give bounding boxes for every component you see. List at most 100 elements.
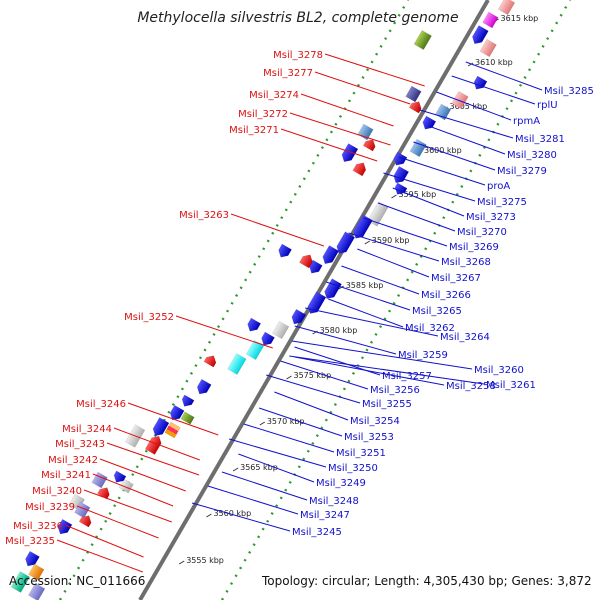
gene-label-msil-3243[interactable]: Msil_3243 [55, 439, 105, 450]
gene-label-msil-3273[interactable]: Msil_3273 [466, 212, 516, 223]
gene-label-msil-3278[interactable]: Msil_3278 [273, 50, 323, 61]
gene-feature[interactable] [470, 25, 489, 46]
gene-label-msil-3240[interactable]: Msil_3240 [32, 486, 82, 497]
gene-label-msil-3256[interactable]: Msil_3256 [370, 385, 420, 396]
gene-label-msil-3241[interactable]: Msil_3241 [41, 470, 91, 481]
gene-label-msil-3274[interactable]: Msil_3274 [249, 90, 299, 101]
gene-feature[interactable] [362, 137, 378, 152]
gene-label-msil-3245[interactable]: Msil_3245 [292, 527, 342, 538]
gene-label-msil-3261[interactable]: Msil_3261 [486, 380, 536, 391]
gene-label-msil-3280[interactable]: Msil_3280 [507, 150, 557, 161]
gene-feature[interactable] [482, 11, 499, 29]
gene-feature[interactable] [150, 417, 170, 438]
gene-label-msil-3239[interactable]: Msil_3239 [25, 502, 75, 513]
leader-line [83, 489, 172, 523]
gene-feature[interactable] [289, 308, 307, 327]
gene-label-rpma[interactable]: rpmA [513, 116, 540, 127]
gene-label-msil-3236[interactable]: Msil_3236 [13, 521, 63, 532]
gene-feature[interactable] [168, 404, 185, 423]
gene-label-msil-3252[interactable]: Msil_3252 [124, 312, 174, 323]
gene-feature[interactable] [28, 582, 46, 600]
gene-label-msil-3251[interactable]: Msil_3251 [336, 448, 386, 459]
gene-label-msil-3247[interactable]: Msil_3247 [300, 510, 350, 521]
gene-label-msil-3255[interactable]: Msil_3255 [362, 399, 412, 410]
gene-label-rplu[interactable]: rplU [537, 100, 558, 111]
leader-line [300, 93, 394, 127]
gene-feature[interactable] [405, 85, 422, 103]
gene-label-msil-3281[interactable]: Msil_3281 [515, 134, 565, 145]
gene-label-msil-3249[interactable]: Msil_3249 [316, 478, 366, 489]
gene-feature[interactable] [408, 99, 424, 114]
gene-feature[interactable] [78, 513, 94, 528]
gene-feature[interactable] [10, 571, 31, 593]
gene-label-msil-3275[interactable]: Msil_3275 [477, 197, 527, 208]
gene-feature[interactable] [413, 29, 432, 51]
gene-label-msil-3235[interactable]: Msil_3235 [5, 536, 55, 547]
gene-label-msil-3242[interactable]: Msil_3242 [48, 455, 98, 466]
gene-feature[interactable] [351, 214, 373, 241]
gene-label-msil-3272[interactable]: Msil_3272 [238, 109, 288, 120]
gene-label-msil-3267[interactable]: Msil_3267 [431, 273, 481, 284]
gene-feature[interactable] [271, 320, 290, 340]
gene-feature[interactable] [227, 353, 247, 375]
gene-feature[interactable] [245, 317, 262, 334]
gene-label-msil-3259[interactable]: Msil_3259 [398, 350, 448, 361]
gene-label-msil-3244[interactable]: Msil_3244 [62, 424, 112, 435]
gene-label-msil-3253[interactable]: Msil_3253 [344, 432, 394, 443]
gene-feature[interactable] [322, 278, 342, 302]
gene-feature[interactable] [111, 470, 127, 485]
gene-label-msil-3268[interactable]: Msil_3268 [441, 257, 491, 268]
gene-feature[interactable] [180, 411, 195, 425]
gene-label-msil-3279[interactable]: Msil_3279 [497, 166, 547, 177]
gene-feature[interactable] [118, 478, 134, 494]
gene-feature[interactable] [472, 75, 488, 92]
gene-label-msil-3264[interactable]: Msil_3264 [440, 332, 490, 343]
gene-feature[interactable] [305, 291, 327, 317]
gene-feature[interactable] [391, 165, 410, 185]
gene-label-msil-3285[interactable]: Msil_3285 [544, 86, 594, 97]
gene-label-msil-3269[interactable]: Msil_3269 [449, 242, 499, 253]
gene-label-msil-3258[interactable]: Msil_3258 [446, 381, 496, 392]
gene-label-msil-3257[interactable]: Msil_3257 [382, 371, 432, 382]
gene-label-msil-3277[interactable]: Msil_3277 [263, 68, 313, 79]
gene-label-msil-3254[interactable]: Msil_3254 [350, 416, 400, 427]
gene-label-proa[interactable]: proA [487, 181, 510, 192]
gene-feature[interactable] [420, 115, 437, 132]
gene-feature[interactable] [28, 563, 45, 581]
gene-feature[interactable] [391, 151, 408, 168]
gene-label-msil-3248[interactable]: Msil_3248 [309, 496, 359, 507]
gene-label-msil-3246[interactable]: Msil_3246 [76, 399, 126, 410]
gene-feature[interactable] [434, 103, 452, 121]
gene-feature[interactable] [164, 421, 181, 439]
gene-feature[interactable] [339, 143, 359, 164]
gene-feature[interactable] [367, 201, 389, 227]
gene-feature[interactable] [195, 378, 212, 397]
gene-feature[interactable] [245, 339, 265, 361]
gene-feature[interactable] [23, 550, 40, 569]
gene-label-msil-3271[interactable]: Msil_3271 [229, 125, 279, 136]
gene-feature[interactable] [497, 0, 516, 16]
gene-feature[interactable] [393, 182, 408, 197]
gene-feature[interactable] [144, 433, 164, 455]
gene-label-msil-3266[interactable]: Msil_3266 [421, 290, 471, 301]
gene-feature[interactable] [299, 252, 315, 269]
gene-feature[interactable] [451, 90, 469, 110]
gene-feature[interactable] [320, 245, 340, 266]
gene-label-msil-3250[interactable]: Msil_3250 [328, 463, 378, 474]
gene-label-msil-3263[interactable]: Msil_3263 [179, 210, 229, 221]
gene-label-msil-3260[interactable]: Msil_3260 [474, 365, 524, 376]
gene-feature[interactable] [55, 518, 73, 537]
gene-label-msil-3265[interactable]: Msil_3265 [412, 306, 462, 317]
gene-feature[interactable] [479, 38, 497, 58]
gene-feature[interactable] [357, 123, 374, 141]
gene-feature[interactable] [259, 331, 275, 348]
gene-label-msil-3270[interactable]: Msil_3270 [457, 227, 507, 238]
gene-label-msil-3262[interactable]: Msil_3262 [405, 323, 455, 334]
gene-feature[interactable] [334, 231, 356, 257]
gene-feature[interactable] [276, 243, 292, 260]
gene-feature[interactable] [203, 353, 219, 368]
gene-feature[interactable] [409, 138, 427, 158]
gene-feature[interactable] [352, 160, 369, 177]
gene-feature[interactable] [180, 394, 195, 409]
